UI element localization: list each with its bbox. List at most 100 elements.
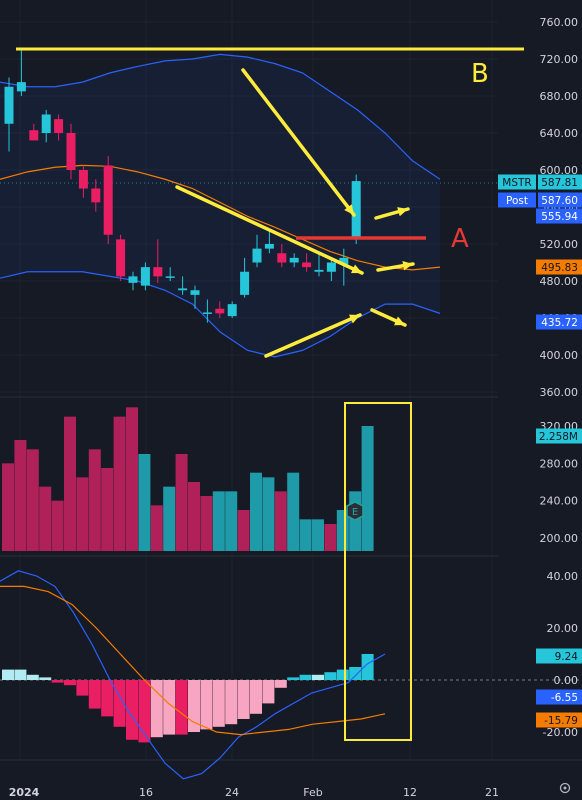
macd-histogram-bar — [237, 680, 250, 719]
macd-tags: 9.24 -6.55 -15.79 — [536, 648, 582, 728]
volume-tag: 2.258M — [536, 428, 582, 444]
candle-body — [351, 181, 361, 240]
macd-histogram-bar — [324, 672, 337, 680]
earnings-marker-label: E — [352, 507, 358, 518]
price-tag-value: 495.83 — [541, 262, 578, 274]
price-tag-value-bg — [536, 712, 582, 728]
volume-bar — [150, 505, 163, 551]
macd-histogram-bar — [138, 680, 151, 743]
axis-tick-label: 360.00 — [540, 386, 579, 399]
axis-tick-label: 720.00 — [540, 53, 579, 66]
candle-body — [165, 276, 175, 278]
macd-histogram-bar — [287, 677, 300, 680]
candle-body — [240, 271, 250, 295]
volume-bar — [88, 449, 101, 551]
macd-lines — [0, 570, 386, 780]
macd-histogram-bar — [175, 680, 188, 735]
candle-body — [264, 244, 274, 249]
price-tag-value: 587.60 — [541, 195, 578, 207]
arrow-head-icon — [394, 316, 405, 326]
arrow-annotations[interactable] — [175, 68, 415, 358]
bollinger-upper-line — [0, 53, 441, 180]
axis-tick-label: 640.00 — [540, 127, 579, 140]
candle-body — [178, 288, 188, 291]
annotation-a: A — [451, 224, 469, 254]
candle-body — [314, 269, 324, 272]
volume-bar — [262, 477, 275, 551]
candle-body — [116, 239, 126, 277]
volume-bar — [138, 454, 151, 551]
volume-bar — [39, 486, 52, 551]
candle-body — [227, 304, 237, 317]
bollinger-lower-line — [0, 271, 441, 358]
volume-bar — [2, 463, 14, 551]
axis-tick-label: 280.00 — [540, 457, 579, 470]
volume-bar — [64, 416, 76, 551]
price-tag: Post 587.60 — [498, 192, 582, 208]
volume-bar — [225, 491, 238, 551]
macd-histogram-bar — [336, 669, 349, 680]
macd-histogram-bar — [212, 680, 225, 727]
price-tag-value-bg — [536, 314, 582, 330]
price-tag: 9.24 — [536, 648, 582, 664]
axis-tick-label: 20.00 — [547, 622, 579, 635]
macd-histogram — [2, 654, 374, 743]
volume-bars — [2, 407, 374, 551]
grid — [0, 0, 498, 760]
time-tick-label: Feb — [303, 786, 322, 799]
price-tag-value: 555.94 — [541, 211, 578, 223]
axis-tick-label: 480.00 — [540, 275, 579, 288]
macd-histogram-bar — [51, 680, 64, 683]
price-tag: 2.258M — [536, 428, 582, 444]
candle-body — [29, 130, 39, 141]
candle-body — [326, 262, 336, 272]
axis-tick-label: 0.00 — [554, 674, 579, 687]
macd-line — [0, 570, 386, 780]
settings-icon[interactable] — [559, 782, 571, 794]
price-tag-value-bg — [536, 428, 582, 444]
candle-body — [190, 290, 200, 295]
macd-histogram-bar — [88, 680, 101, 709]
macd-histogram-bar — [250, 680, 262, 714]
time-axis: 2024 16 24 Feb 12 21 — [9, 786, 499, 799]
macd-histogram-bar — [274, 680, 287, 688]
volume-bar — [175, 454, 188, 551]
highlight-box[interactable] — [344, 402, 412, 741]
price-tag-value-bg — [536, 259, 582, 275]
axis-tick-label: 600.00 — [540, 164, 579, 177]
volume-bar — [126, 407, 138, 551]
volume-bar — [287, 472, 300, 551]
arrow-line — [175, 185, 364, 275]
volume-bar — [51, 500, 64, 551]
volume-bar — [163, 486, 176, 551]
volume-bar — [188, 482, 200, 551]
candle-body — [4, 86, 14, 124]
volume-bar — [212, 491, 225, 551]
price-tag-value: 587.81 — [541, 177, 578, 189]
time-tick-label: 16 — [139, 786, 153, 799]
price-tag-value: 435.72 — [541, 317, 578, 329]
axis-tick-label: 760.00 — [540, 16, 579, 29]
price-tag-label-bg — [498, 174, 536, 190]
time-tick-label: 24 — [225, 786, 239, 799]
volume-bar — [113, 416, 126, 551]
price-tag-value: -15.79 — [544, 715, 578, 727]
arrow-head-icon — [397, 207, 408, 217]
price-tag-label: Post — [506, 195, 528, 207]
candle-body — [339, 257, 349, 265]
arrow-head-icon — [351, 264, 362, 274]
candle-body — [289, 257, 299, 263]
macd-histogram-bar — [361, 654, 374, 680]
candle-body — [16, 82, 26, 92]
macd-signal-line — [0, 585, 386, 736]
candle-body — [128, 276, 138, 283]
earnings-marker[interactable]: E — [346, 501, 364, 521]
macd-histogram-bar — [163, 680, 176, 735]
macd-histogram-bar — [26, 674, 39, 680]
candle-body — [302, 262, 312, 268]
macd-histogram-bar — [126, 680, 138, 740]
candle-body — [252, 248, 262, 263]
price-tag-label-bg — [498, 192, 536, 208]
axis-tick-label: 200.00 — [540, 532, 579, 545]
